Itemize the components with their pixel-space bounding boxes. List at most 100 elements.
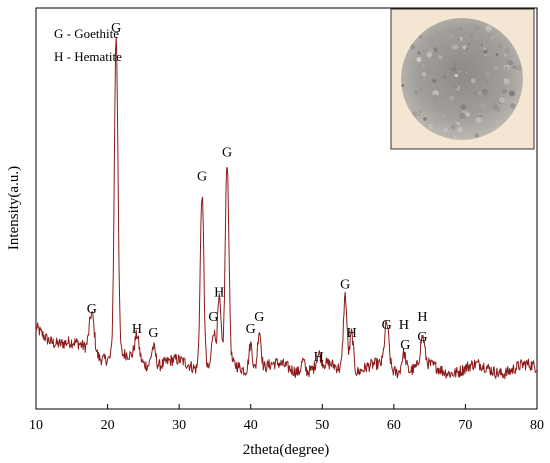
photo-speckle — [448, 125, 451, 128]
photo-speckle — [421, 72, 427, 77]
photo-speckle — [504, 97, 510, 103]
x-tick-label: 30 — [172, 418, 186, 433]
photo-speckle — [425, 68, 432, 75]
photo-speckle — [442, 114, 446, 118]
photo-speckle — [482, 46, 487, 51]
legend: G - Goethite H - Hematite — [54, 26, 122, 64]
x-tick-label: 60 — [387, 418, 401, 433]
photo-speckle — [457, 127, 463, 133]
photo-speckle — [488, 53, 491, 56]
photo-speckle — [465, 72, 468, 74]
photo-speckle — [469, 33, 474, 38]
photo-speckle — [503, 53, 507, 57]
peak-label-g: G — [208, 310, 218, 325]
photo-speckle — [503, 78, 507, 82]
photo-speckle — [473, 105, 477, 109]
photo-speckle — [516, 64, 523, 71]
sample-photo-icon — [401, 18, 523, 140]
x-tick-label: 70 — [458, 418, 472, 433]
x-axis-title: 2theta(degree) — [243, 442, 330, 458]
photo-speckle — [477, 90, 482, 96]
x-tick-label: 20 — [101, 418, 115, 433]
plot-frame — [35, 7, 538, 410]
photo-speckle — [426, 98, 430, 102]
peak-label-h: H — [314, 350, 324, 365]
photo-speckle — [454, 120, 457, 123]
photo-speckle — [429, 105, 432, 108]
x-tick-label: 10 — [29, 418, 43, 433]
photo-speckle — [451, 66, 457, 72]
photo-speckle — [422, 64, 425, 67]
photo-speckle — [432, 94, 439, 100]
photo-speckle — [503, 78, 510, 85]
photo-speckle — [483, 89, 486, 92]
photo-speckle — [454, 73, 459, 78]
photo-speckle — [432, 79, 437, 83]
peak-label-h: H — [214, 286, 224, 301]
photo-speckle — [495, 113, 497, 116]
photo-speckle — [419, 88, 422, 91]
photo-speckle — [488, 33, 492, 37]
photo-speckle — [494, 66, 498, 70]
photo-speckle — [509, 83, 511, 85]
photo-speckle — [435, 50, 438, 53]
legend-entry-goethite: G - Goethite — [54, 26, 119, 41]
photo-speckle — [462, 45, 467, 50]
peak-label-g: G — [222, 145, 232, 160]
photo-speckle — [516, 70, 519, 74]
photo-speckle — [410, 44, 416, 50]
photo-speckle — [474, 133, 479, 138]
peak-label-h: H — [399, 318, 409, 333]
photo-speckle — [426, 51, 432, 58]
photo-speckle — [502, 89, 507, 94]
photo-speckle — [423, 42, 429, 48]
x-tick-label: 80 — [530, 418, 544, 433]
photo-speckle — [452, 96, 454, 98]
photo-speckle — [448, 96, 454, 101]
photo-speckle — [474, 25, 480, 31]
photo-speckle — [417, 51, 421, 55]
peak-label-g: G — [111, 21, 121, 36]
photo-speckle — [416, 57, 422, 62]
photo-speckle — [427, 124, 434, 130]
photo-speckle — [463, 63, 468, 68]
sample-photo-inset — [390, 8, 535, 150]
photo-speckle — [401, 84, 405, 87]
photo-speckle — [414, 90, 419, 95]
photo-speckle — [443, 127, 449, 133]
photo-speckle — [457, 38, 461, 42]
photo-speckle — [485, 72, 490, 77]
photo-speckle — [418, 113, 421, 116]
photo-speckle — [451, 124, 456, 130]
photo-speckle — [475, 117, 482, 124]
photo-speckle — [498, 97, 505, 104]
peak-label-g: G — [400, 338, 410, 353]
peak-label-h: H — [417, 310, 427, 325]
photo-speckle — [427, 60, 430, 63]
legend-entry-hematite: H - Hematite — [54, 49, 122, 64]
photo-speckle — [485, 25, 492, 32]
peak-label-g: G — [197, 169, 207, 184]
photo-speckle — [512, 65, 517, 69]
photo-speckle — [507, 65, 509, 68]
photo-speckle — [453, 85, 458, 90]
photo-speckle — [477, 42, 480, 44]
photo-speckle — [460, 104, 467, 110]
photo-speckle — [506, 59, 512, 65]
x-axis: 10 20 30 40 50 60 70 80 — [29, 404, 544, 433]
photo-speckle — [438, 55, 443, 60]
photo-speckle — [456, 121, 460, 125]
photo-speckle — [497, 43, 503, 49]
photo-speckle — [509, 90, 515, 97]
photo-speckle — [505, 47, 510, 53]
photo-speckle — [430, 38, 434, 42]
photo-speckle — [419, 110, 422, 113]
photo-speckle — [496, 120, 499, 123]
peak-label-g: G — [254, 310, 264, 325]
photo-speckle — [480, 102, 486, 109]
photo-speckle — [429, 48, 435, 54]
photo-speckle — [428, 57, 431, 59]
photo-speckle — [476, 84, 479, 87]
photo-speckle — [458, 70, 461, 73]
photo-speckle — [503, 46, 505, 48]
